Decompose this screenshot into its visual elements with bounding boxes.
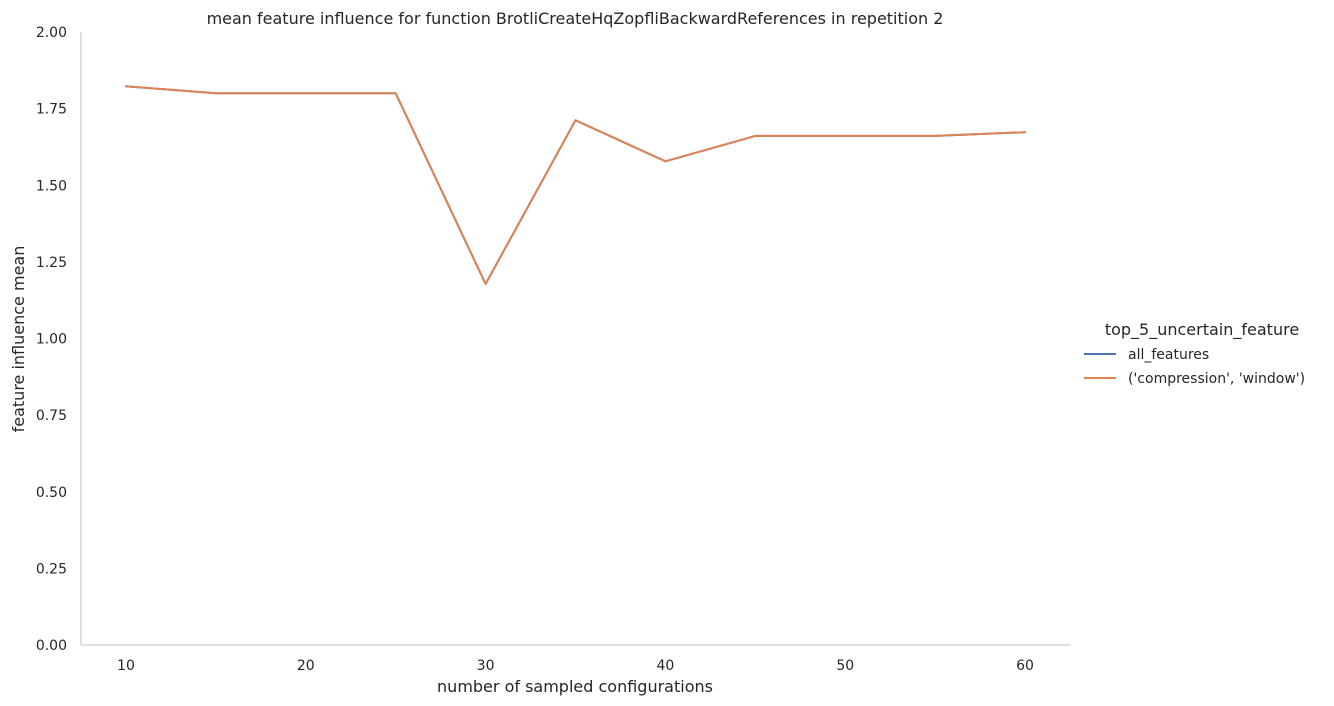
- x-tick-label: 40: [656, 658, 674, 674]
- y-tick-label: 1.50: [36, 178, 67, 194]
- legend-label: ('compression', 'window'): [1128, 371, 1305, 387]
- y-tick-label: 2.00: [36, 25, 67, 41]
- y-tick-labels: 0.00 0.25 0.50 0.75 1.00 1.25 1.50 1.75 2.00: [36, 25, 67, 654]
- x-tick-label: 20: [297, 658, 315, 674]
- x-tick-label: 60: [1016, 658, 1034, 674]
- legend: top_5_uncertain_feature all_features ('co…: [1084, 320, 1305, 387]
- y-tick-label: 0.00: [36, 638, 67, 654]
- legend-title: top_5_uncertain_feature: [1105, 320, 1299, 340]
- y-tick-label: 1.00: [36, 332, 67, 348]
- y-tick-label: 1.75: [36, 102, 67, 118]
- y-tick-label: 0.25: [36, 561, 67, 577]
- y-tick-label: 0.75: [36, 408, 67, 424]
- y-axis-label: feature influence mean: [9, 246, 28, 433]
- y-tick-label: 1.25: [36, 255, 67, 271]
- x-tick-labels: 10 20 30 40 50 60: [117, 658, 1034, 674]
- x-tick-label: 50: [836, 658, 854, 674]
- x-axis-label: number of sampled configurations: [437, 677, 713, 696]
- series-lines: [124, 85, 1027, 285]
- chart-title: mean feature influence for function Brot…: [207, 9, 944, 28]
- series-line-0: [124, 85, 1027, 285]
- legend-entries: all_features ('compression', 'window'): [1084, 347, 1305, 387]
- y-tick-label: 0.50: [36, 485, 67, 501]
- series-line-1: [124, 85, 1027, 285]
- x-tick-label: 10: [117, 658, 135, 674]
- legend-label: all_features: [1128, 347, 1209, 363]
- x-tick-label: 30: [477, 658, 495, 674]
